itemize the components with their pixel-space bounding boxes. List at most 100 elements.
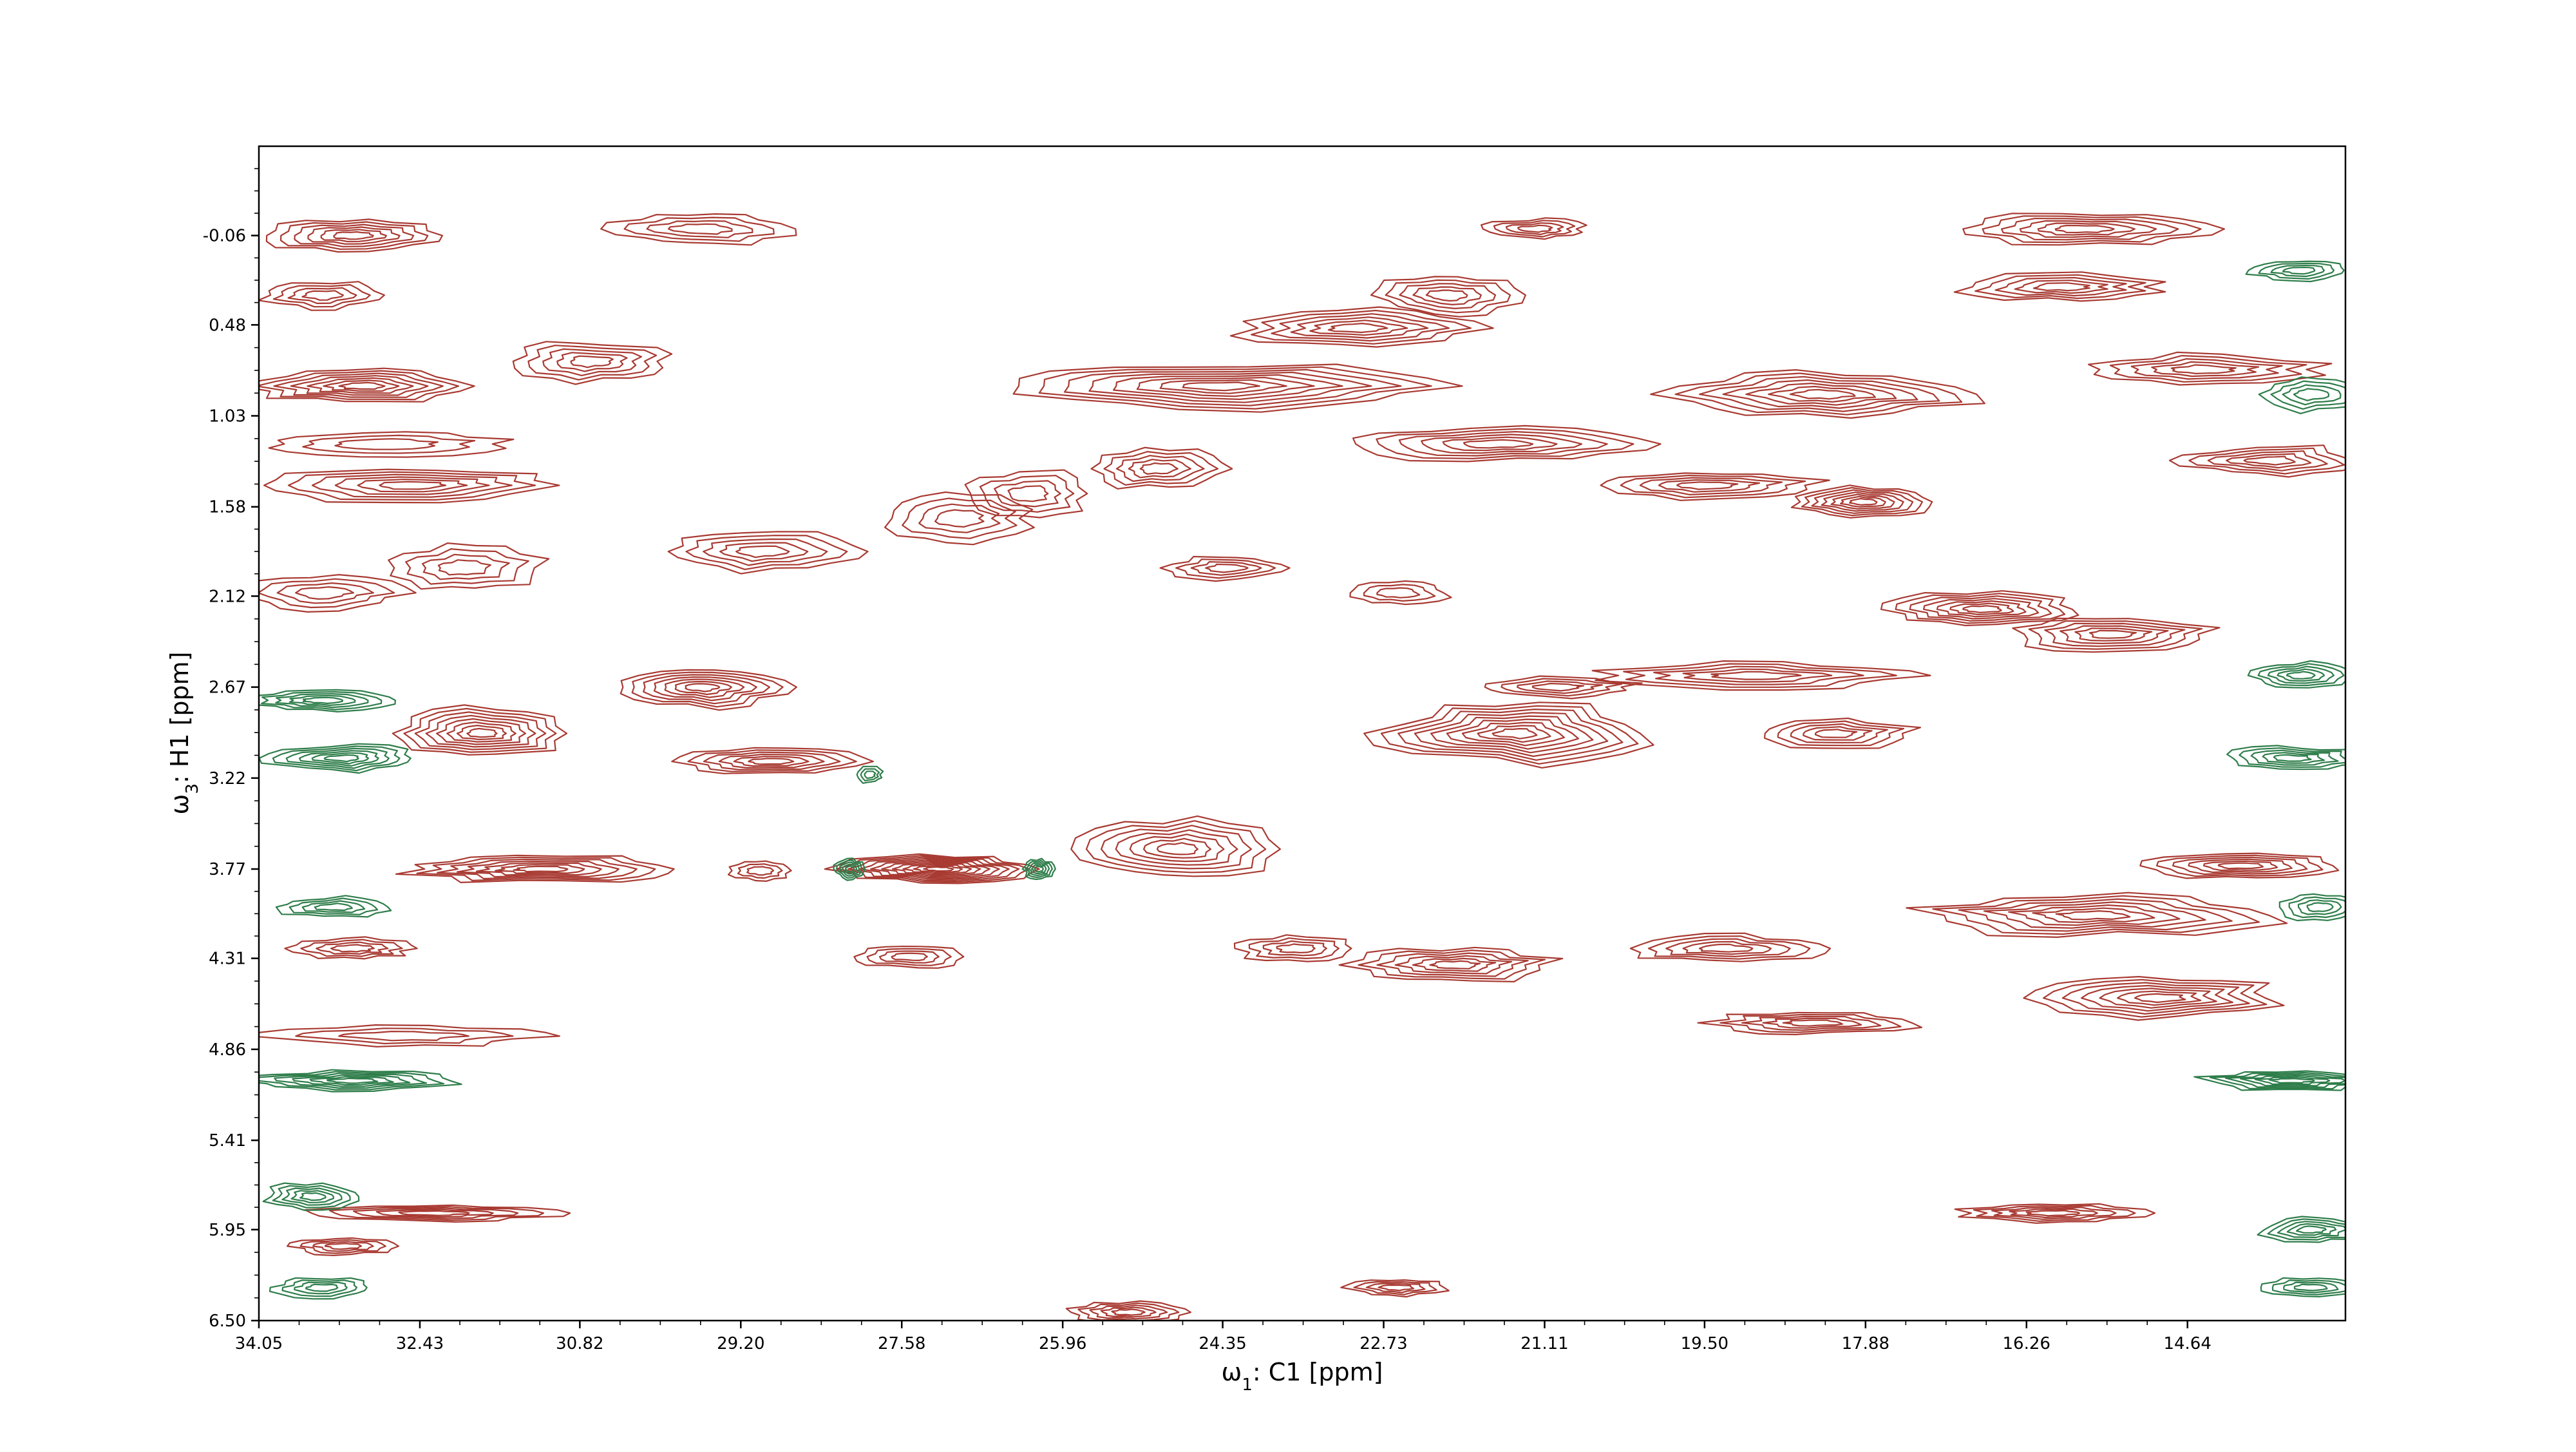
negative-contour [292,1074,411,1087]
positive-contour [392,704,568,756]
positive-contour [1012,363,1463,413]
positive-contour [324,1243,363,1250]
positive-contour [1182,381,1260,392]
positive-contour [1338,946,1564,982]
positive-contour [295,1027,514,1045]
positive-contour [1380,705,1639,765]
positive-contour [1501,678,1623,697]
y-tick-label: 1.03 [209,407,246,426]
negative-contour [262,1182,360,1211]
negative-contour [299,750,379,767]
positive-contour [1276,943,1316,953]
positive-contour [667,223,733,235]
positive-contour [1425,289,1468,302]
positive-contour [1481,217,1587,240]
negative-contour [2297,899,2342,915]
positive-contour [1665,938,1791,957]
positive-contour [1190,561,1262,576]
y-tick-label: 4.86 [209,1040,246,1060]
positive-contour [2188,858,2293,874]
negative-contour [2293,1283,2328,1292]
positive-contour [323,379,400,392]
positive-contour [1461,721,1565,747]
positive-contour [847,856,1020,881]
positive-contour [2060,625,2169,644]
x-tick-label: 22.73 [1359,1334,1407,1353]
positive-contour [330,944,375,953]
negative-contour [2277,668,2325,682]
positive-contour [2088,629,2137,639]
positive-contour [737,863,783,879]
positive-contour [2023,976,2285,1021]
positive-contour [1674,372,1963,416]
positive-contour [279,221,429,250]
positive-contour [1378,1284,1414,1292]
negative-contour [2209,1071,2345,1090]
positive-contour [1801,486,1923,517]
negative-contour [326,1077,379,1084]
negative-contour [274,1073,428,1089]
negative-contour [2240,1075,2345,1087]
positive-contour [2130,358,2283,380]
x-tick-label: 16.26 [2003,1334,2050,1353]
positive-contour [2001,218,2179,241]
positive-contour [1128,459,1191,479]
positive-contour [1782,1019,1844,1027]
y-tick-label: 1.58 [209,498,246,517]
positive-contour [312,1241,374,1252]
positive-contour [1936,600,2027,618]
positive-contour [881,861,990,877]
positive-contour [1136,376,1315,397]
positive-contour [918,503,1001,533]
positive-contour [320,229,387,243]
positive-contour [2168,444,2345,478]
positive-contour [891,862,981,876]
positive-contour [2226,453,2312,469]
positive-contour [437,559,491,576]
positive-contour [272,284,371,308]
positive-contour [1591,660,1931,691]
positive-contour [311,473,513,498]
positive-contour [2081,984,2233,1012]
positive-contour [1492,728,1538,740]
positive-contour [664,678,745,698]
x-tick-label: 14.64 [2163,1334,2211,1353]
positive-contour [1365,1283,1426,1294]
positive-contour [1385,279,1511,314]
x-tick-label: 25.96 [1039,1334,1086,1353]
positive-contour [884,491,1035,546]
positive-contour [259,574,417,613]
negative-contour [259,1069,462,1093]
positive-contour [646,220,753,238]
y-tick-label: -0.06 [203,227,246,246]
negative-contour [2267,1218,2345,1241]
positive-contour [667,531,869,575]
negative-contour [860,768,880,781]
x-axis-label: ω1: C1 [ppm] [1222,1358,1383,1395]
positive-contour [405,548,529,585]
positive-contour [1340,1279,1450,1298]
positive-contour [1848,497,1878,506]
positive-contour [1620,474,1806,499]
x-tick-label: 27.58 [878,1334,925,1353]
positive-contour [1159,555,1291,582]
positive-contour [276,582,374,604]
negative-contour [311,752,369,765]
positive-contour [1982,215,2202,244]
negative-contour [2250,749,2339,766]
positive-contour [1895,593,2066,624]
positive-contour [295,586,354,600]
positive-contour [395,854,675,883]
y-tick-label: 5.41 [209,1131,246,1151]
positive-contour [1909,595,2052,622]
negative-contour [2288,896,2345,919]
positive-contour [1811,489,1914,514]
positive-contour [1064,368,1402,406]
positive-contour [1399,283,1497,309]
positive-contour [2008,904,2181,926]
positive-contour [1376,587,1421,598]
positive-contour [1376,428,1634,459]
negative-contour [2270,380,2345,410]
positive-contour [1697,1011,1922,1036]
positive-contour [1353,1281,1437,1295]
